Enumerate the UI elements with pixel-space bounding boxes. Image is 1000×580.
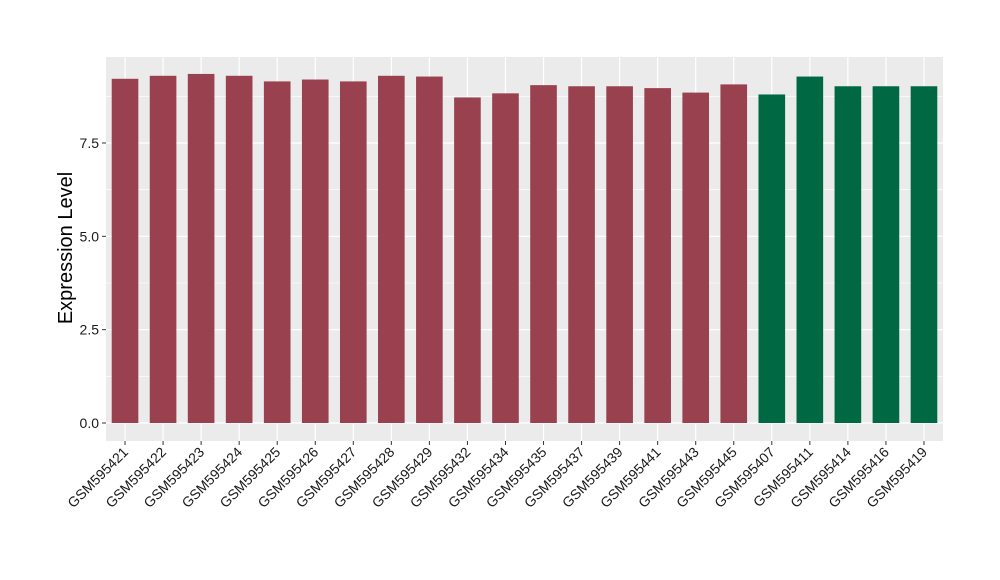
bar-GSM595437 <box>568 86 595 424</box>
y-tick-label: 5.0 <box>80 228 100 244</box>
bar-GSM595424 <box>225 75 253 424</box>
bar-GSM595407 <box>758 94 786 423</box>
bar-GSM595416 <box>872 86 900 424</box>
bar-GSM595445 <box>720 84 748 424</box>
bar-GSM595428 <box>378 75 405 424</box>
bar-GSM595425 <box>263 81 291 424</box>
bar-GSM595439 <box>606 86 633 424</box>
bar-GSM595429 <box>416 76 443 424</box>
y-axis-title: Expression Level <box>55 172 77 324</box>
bars <box>111 73 938 424</box>
bar-GSM595419 <box>910 86 938 424</box>
bar-GSM595421 <box>111 78 139 423</box>
y-axis: 0.0 2.5 5.0 7.5 <box>80 135 106 431</box>
bar-GSM595443 <box>682 92 710 423</box>
bar-GSM595441 <box>644 88 671 424</box>
bar-GSM595422 <box>149 75 177 424</box>
bar-GSM595432 <box>454 97 481 423</box>
y-tick-label: 2.5 <box>80 322 100 338</box>
bar-GSM595423 <box>187 73 215 423</box>
bar-GSM595434 <box>492 93 519 423</box>
bar-GSM595427 <box>339 81 367 424</box>
y-tick-label: 0.0 <box>80 415 100 431</box>
bar-GSM595414 <box>834 86 862 424</box>
x-axis: GSM595421GSM595422GSM595423GSM595424GSM5… <box>64 441 930 511</box>
bar-GSM595426 <box>301 79 329 424</box>
bar-GSM595411 <box>796 76 824 424</box>
bar-GSM595435 <box>530 85 557 423</box>
y-tick-label: 7.5 <box>80 135 100 151</box>
